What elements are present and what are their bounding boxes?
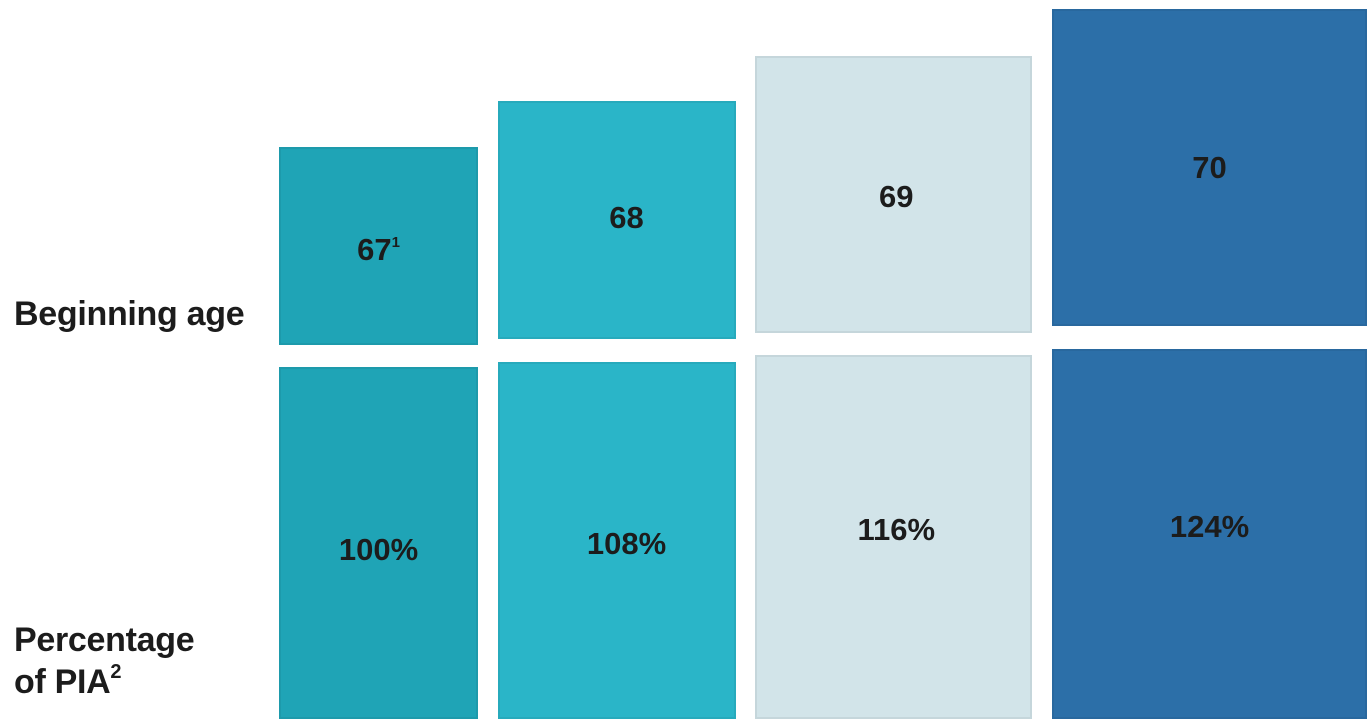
age-value: 70 [1192,149,1227,185]
percentage-value: 124% [1169,508,1250,544]
pia-tile-4: 124% [1052,349,1367,719]
row-label-text: Beginning age [14,295,245,333]
percentage-value: 108% [586,526,667,562]
row-label-line1: Percentage [14,621,195,659]
age-value: 671 [357,231,400,267]
row-label-percentage-of-pia: Percentage of PIA2 [14,619,195,703]
age-tile-4: 70 [1052,9,1367,326]
age-value: 69 [879,179,914,215]
age-tile-3: 69 [755,56,1032,333]
pia-tile-1: 100% [279,367,478,719]
footnote-marker: 2 [110,661,122,683]
pia-tile-2: 108% [498,362,736,719]
age-tile-1: 671 [279,147,478,345]
footnote-marker: 1 [391,233,400,251]
percentage-value: 100% [338,532,419,568]
age-tile-2: 68 [498,101,736,339]
percentage-value: 116% [857,511,936,547]
row-label-beginning-age: Beginning age [14,293,245,335]
age-value: 68 [609,199,644,235]
row-label-line2: of PIA [14,663,111,701]
pia-tile-3: 116% [755,355,1032,719]
